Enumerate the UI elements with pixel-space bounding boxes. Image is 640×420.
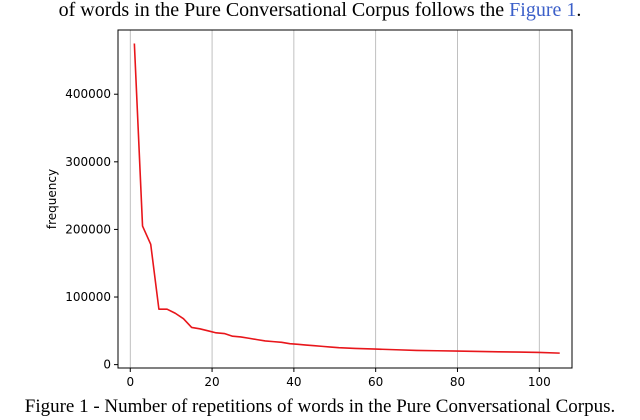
x-tick-label-80: 80 [450, 375, 465, 389]
grid-layer [129, 30, 540, 368]
line-layer [133, 43, 560, 354]
y-axis-label: frequency [45, 169, 59, 229]
axes-layer [114, 29, 573, 372]
plot-frame [117, 29, 573, 369]
x-tick-label-0: 0 [126, 375, 134, 389]
y-tick-label-300000: 300000 [65, 155, 111, 169]
x-tick-label-20: 20 [204, 375, 219, 389]
series-line-0 [133, 43, 560, 354]
x-tick-label-40: 40 [286, 375, 301, 389]
body-text-before: of words in the Pure Conversational Corp… [58, 0, 510, 21]
y-tick-label-200000: 200000 [65, 222, 111, 236]
x-tick-label-60: 60 [368, 375, 383, 389]
label-layer: 0 20 40 60 80 100 0 100000 200000 300000 400000 fre… [45, 87, 551, 389]
x-tick-label-100: 100 [528, 375, 551, 389]
body-text-fragment: of words in the Pure Conversational Corp… [0, 0, 640, 24]
figure-link[interactable]: Figure 1 [509, 0, 577, 21]
frequency-line-chart: 0 20 40 60 80 100 0 100000 200000 300000 400000 fre… [45, 29, 573, 389]
y-tick-label-0: 0 [103, 358, 111, 372]
y-tick-label-400000: 400000 [65, 87, 111, 101]
figure-caption: Figure 1 - Number of repetitions of word… [24, 396, 616, 417]
body-text-after: . [576, 0, 582, 21]
y-tick-label-100000: 100000 [65, 290, 111, 304]
